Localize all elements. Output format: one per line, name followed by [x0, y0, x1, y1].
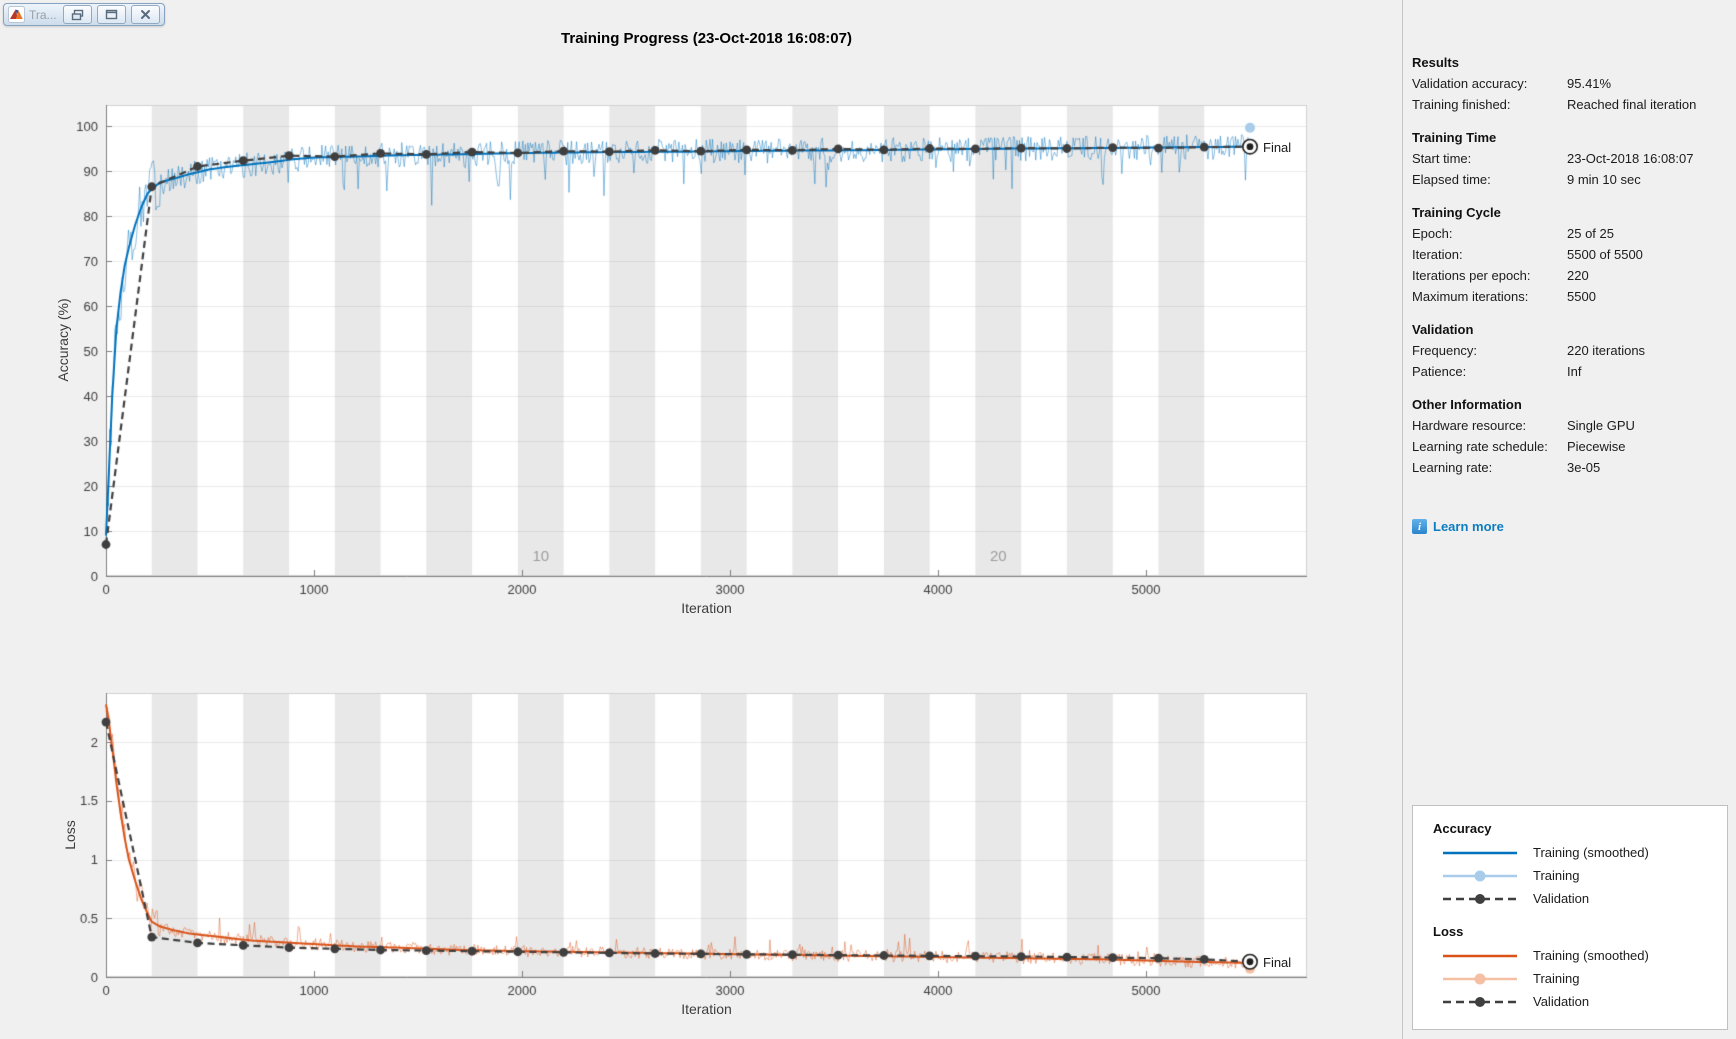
info-label: Elapsed time:	[1412, 172, 1491, 187]
loss-y-axis-label: Loss	[62, 820, 78, 850]
close-icon	[141, 10, 150, 19]
legend-entry: Validation	[1433, 887, 1727, 910]
info-section: Results Validation accuracy: 95.41% Trainin…	[1412, 52, 1724, 115]
loss-x-axis-label: Iteration	[681, 1001, 732, 1017]
loss-final-marker-label: Final	[1263, 955, 1292, 970]
info-section-title: Training Cycle	[1412, 205, 1501, 220]
matlab-logo-icon	[8, 6, 25, 23]
legend-entry: Training	[1433, 864, 1727, 887]
info-section-title: Results	[1412, 55, 1459, 70]
info-row: Patience: Inf	[1412, 361, 1724, 382]
info-value: 3e-05	[1567, 460, 1601, 475]
info-label: Patience:	[1412, 364, 1467, 379]
close-window-button[interactable]	[131, 5, 160, 24]
legend-swatch-dashed-marker	[1441, 891, 1519, 907]
legend-entry: Validation	[1433, 990, 1727, 1013]
accuracy-final-marker-label: Final	[1263, 140, 1292, 155]
info-value: Reached final iteration	[1567, 97, 1697, 112]
info-section-title: Validation	[1412, 322, 1474, 337]
legend-entry: Training (smoothed)	[1433, 944, 1727, 967]
info-section: Training Time Start time: 23-Oct-2018 16:0…	[1412, 127, 1724, 190]
info-section-title: Training Time	[1412, 130, 1497, 145]
legend-group: Loss Training (smoothed) Training Validatio…	[1433, 924, 1727, 1013]
info-section: Training Cycle Epoch: 25 of 25 Iteration: 55…	[1412, 202, 1724, 307]
info-value: 5500 of 5500	[1567, 247, 1643, 262]
info-row: Frequency: 220 iterations	[1412, 340, 1724, 361]
info-value: 9 min 10 sec	[1567, 172, 1641, 187]
legend-group: Accuracy Training (smoothed) Training Valid…	[1433, 821, 1727, 910]
info-label: Validation accuracy:	[1412, 76, 1528, 91]
legend-entry-label: Validation	[1533, 994, 1590, 1009]
info-value: 25 of 25	[1567, 226, 1614, 241]
info-value: 95.41%	[1567, 76, 1612, 91]
loss-chart	[0, 640, 1345, 1005]
info-label: Start time:	[1412, 151, 1472, 166]
window-titlebar: Tra...	[3, 3, 165, 26]
info-label: Learning rate:	[1412, 460, 1493, 475]
info-section: Validation Frequency: 220 iterations Patien…	[1412, 319, 1724, 382]
panel-divider	[1402, 0, 1403, 1039]
info-row: Maximum iterations: 5500	[1412, 286, 1724, 307]
legend-entry: Training	[1433, 967, 1727, 990]
info-value: 23-Oct-2018 16:08:07	[1567, 151, 1694, 166]
info-icon: i	[1412, 519, 1427, 534]
legend-swatch-solid	[1441, 845, 1519, 861]
legend: Accuracy Training (smoothed) Training Valid…	[1412, 805, 1728, 1030]
info-row: Training finished: Reached final iteratio…	[1412, 94, 1724, 115]
float-window-icon	[71, 9, 83, 20]
legend-entry-label: Validation	[1533, 891, 1590, 906]
window-title: Tra...	[29, 7, 57, 22]
info-label: Frequency:	[1412, 343, 1478, 358]
legend-entry-label: Training (smoothed)	[1533, 948, 1649, 963]
legend-group-title: Loss	[1433, 924, 1464, 939]
legend-swatch-dashed-marker	[1441, 994, 1519, 1010]
info-row: Iteration: 5500 of 5500	[1412, 244, 1724, 265]
float-window-button[interactable]	[63, 5, 92, 24]
legend-entry-label: Training (smoothed)	[1533, 845, 1649, 860]
info-panel: Results Validation accuracy: 95.41% Trainin…	[1412, 52, 1724, 490]
info-label: Hardware resource:	[1412, 418, 1527, 433]
info-label: Maximum iterations:	[1412, 289, 1529, 304]
info-row: Epoch: 25 of 25	[1412, 223, 1724, 244]
legend-swatch-solid-marker	[1441, 868, 1519, 884]
dock-window-icon	[105, 9, 118, 20]
dock-window-button[interactable]	[97, 5, 126, 24]
accuracy-x-axis-label: Iteration	[681, 600, 732, 616]
info-label: Iteration:	[1412, 247, 1463, 262]
info-row: Learning rate: 3e-05	[1412, 457, 1724, 478]
info-label: Epoch:	[1412, 226, 1453, 241]
info-value: Inf	[1567, 364, 1582, 379]
legend-swatch-solid-marker	[1441, 971, 1519, 987]
info-row: Learning rate schedule: Piecewise	[1412, 436, 1724, 457]
figure-title: Training Progress (23-Oct-2018 16:08:07)	[561, 30, 852, 47]
info-row: Validation accuracy: 95.41%	[1412, 73, 1724, 94]
info-label: Iterations per epoch:	[1412, 268, 1531, 283]
info-value: 220	[1567, 268, 1589, 283]
info-row: Start time: 23-Oct-2018 16:08:07	[1412, 148, 1724, 169]
accuracy-y-axis-label: Accuracy (%)	[55, 298, 71, 382]
info-row: Hardware resource: Single GPU	[1412, 415, 1724, 436]
legend-group-title: Accuracy	[1433, 821, 1492, 836]
info-label: Training finished:	[1412, 97, 1511, 112]
info-value: 5500	[1567, 289, 1596, 304]
info-section: Other Information Hardware resource: Singl…	[1412, 394, 1724, 478]
legend-entry: Training (smoothed)	[1433, 841, 1727, 864]
learn-more-link[interactable]: i Learn more	[1412, 519, 1504, 534]
info-value: Piecewise	[1567, 439, 1626, 454]
legend-swatch-solid	[1441, 948, 1519, 964]
accuracy-chart	[0, 55, 1345, 600]
legend-entry-label: Training	[1533, 868, 1580, 883]
info-label: Learning rate schedule:	[1412, 439, 1548, 454]
info-section-title: Other Information	[1412, 397, 1522, 412]
info-row: Iterations per epoch: 220	[1412, 265, 1724, 286]
learn-more-label[interactable]: Learn more	[1433, 519, 1504, 534]
legend-entry-label: Training	[1533, 971, 1580, 986]
info-row: Elapsed time: 9 min 10 sec	[1412, 169, 1724, 190]
info-value: Single GPU	[1567, 418, 1635, 433]
info-value: 220 iterations	[1567, 343, 1646, 358]
